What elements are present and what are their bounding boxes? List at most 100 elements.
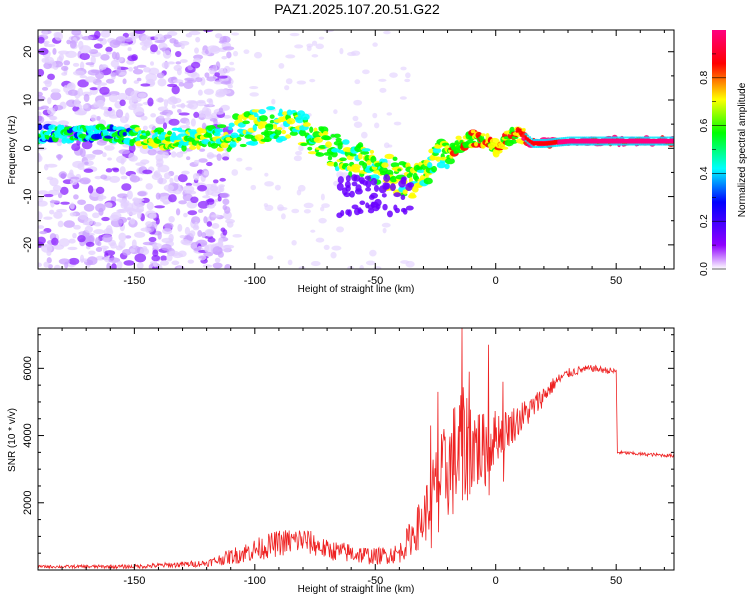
spectrogram-core-halo: [578, 136, 582, 139]
spectrogram-noise-blob: [372, 112, 378, 119]
spectrogram-ridge-blob: [336, 212, 343, 219]
spectrogram-noise-blob: [38, 262, 42, 268]
spectrogram-ridge-blob: [431, 165, 437, 173]
spectrogram-noise-blob: [79, 177, 91, 185]
spectrogram-noise-blob: [210, 214, 221, 218]
spectrogram-noise-blob: [176, 104, 187, 108]
colorbar-tick-label: 0.8: [699, 70, 710, 84]
spectrogram-core-halo: [621, 143, 624, 146]
spectrogram-noise-blob: [161, 152, 170, 159]
spectrogram-core-cell: [590, 139, 593, 144]
spectrogram-core-halo: [663, 136, 666, 139]
spectrogram-noise-blob: [140, 35, 151, 45]
spectrogram-noise-blob: [72, 62, 80, 67]
spectrogram-core-halo: [609, 143, 612, 146]
spectrogram-core-cell: [603, 139, 607, 144]
spectrogram-ridge-blob: [301, 113, 310, 121]
spectrogram-core-halo: [671, 143, 674, 146]
spectrogram-noise-blob: [128, 98, 134, 106]
spectrogram-noise-blob: [347, 265, 354, 269]
spectrogram-core-halo: [619, 143, 622, 146]
spectrogram-core-cell: [530, 140, 533, 145]
spectrogram-noise-blob: [132, 208, 145, 213]
spectrogram-core-halo: [561, 137, 564, 140]
spectrogram-ridge-blob: [327, 155, 333, 161]
spectrogram-noise-blob: [382, 227, 387, 234]
spectrogram-ridge-blob: [373, 184, 380, 192]
bottom-y-ticks: 2000 4000 6000: [22, 334, 674, 554]
spectrogram-noise-blob: [193, 159, 200, 165]
spectrogram-noise-blob: [194, 47, 200, 54]
spectrogram-core-halo: [599, 143, 603, 146]
spectrogram-noise-blob: [386, 112, 393, 116]
spectrogram-noise-blob: [66, 39, 72, 45]
spectrogram-core-halo: [601, 136, 605, 139]
spectrogram-core-cell: [576, 139, 580, 144]
spectrogram-ridge-blob: [383, 174, 391, 183]
spectrogram-noise-blob: [44, 56, 54, 64]
spectrogram-core-cell: [574, 139, 578, 144]
spectrogram-core-cell: [636, 139, 639, 144]
spectrogram-core-cell: [619, 139, 622, 144]
spectrogram-noise-blob: [68, 238, 76, 244]
spectrogram-noise-blob: [139, 247, 150, 256]
spectrogram-ridge-blob: [47, 128, 52, 135]
spectrogram-core-halo: [630, 136, 634, 139]
spectrogram-core-halo: [594, 136, 597, 139]
spectrogram-noise-blob: [203, 113, 214, 120]
top-y-axis-label: Frequency (Hz): [7, 116, 18, 185]
spectrogram-core-halo: [605, 143, 609, 146]
spectrogram-noise-blob: [63, 60, 71, 66]
spectrogram-ridge-blob: [145, 130, 151, 137]
spectrogram-core-halo: [638, 143, 641, 146]
spectrogram-noise-blob: [195, 77, 203, 83]
spectrogram-core-halo: [582, 143, 585, 146]
spectrogram-core-halo: [576, 143, 580, 146]
spectrogram-noise-blob: [350, 50, 361, 56]
spectrogram-core-cell: [555, 140, 558, 145]
spectrogram-core-halo: [634, 136, 637, 139]
spectrogram-noise-blob: [318, 217, 327, 224]
spectrogram-core-halo: [619, 136, 622, 139]
spectrogram-ridge-blob: [135, 143, 143, 147]
spectrogram-noise-blob: [214, 257, 221, 263]
spectrogram-noise-blob: [90, 114, 98, 122]
spectrogram-noise-blob: [192, 173, 200, 181]
spectrogram-noise-blob: [42, 30, 48, 37]
spectrogram-blobs: [38, 30, 674, 269]
spectrogram-noise-blob: [226, 221, 234, 228]
spectrogram-noise-blob: [92, 149, 104, 155]
spectrogram-core-halo: [584, 136, 587, 139]
spectrogram-core-halo: [582, 136, 585, 139]
spectrogram-ridge-blob: [216, 147, 224, 152]
spectrogram-noise-blob: [354, 79, 361, 85]
spectrogram-ridge-blob: [342, 163, 349, 167]
spectrogram-core-halo: [536, 138, 539, 141]
spectrogram-ridge-blob: [289, 131, 298, 136]
colorbar-tick-label: 0.4: [699, 166, 710, 180]
spectrogram-core-halo: [603, 136, 607, 139]
spectrogram-noise-blob: [68, 257, 80, 265]
spectrogram-core-halo: [565, 143, 568, 146]
spectrogram-ridge-blob: [242, 120, 250, 125]
spectrogram-noise-blob: [123, 260, 135, 266]
colorbar-tick-label: 0.0: [699, 262, 710, 276]
spectrogram-noise-blob: [84, 218, 94, 226]
spectrogram-noise-blob: [46, 257, 52, 264]
bottom-x-ticks: -150 -100 -50 0 50: [37, 328, 665, 587]
spectrogram-core-cell: [615, 139, 618, 144]
spectrogram-noise-blob: [104, 202, 113, 208]
spectrogram-noise-blob: [231, 32, 240, 36]
spectrogram-ridge-blob: [365, 187, 372, 192]
spectrogram-noise-blob: [50, 91, 62, 101]
spectrogram-ridge-blob: [228, 122, 235, 128]
spectrogram-noise-blob: [116, 65, 122, 74]
spectrogram-noise-blob: [69, 40, 77, 49]
spectrogram-noise-blob: [331, 245, 342, 251]
spectrogram-ridge-blob: [368, 194, 375, 200]
spectrogram-noise-blob: [360, 131, 368, 139]
spectrogram-ridge-blob: [521, 127, 526, 132]
spectrogram-noise-blob: [163, 200, 169, 205]
spectrogram-ridge-blob: [322, 130, 329, 136]
